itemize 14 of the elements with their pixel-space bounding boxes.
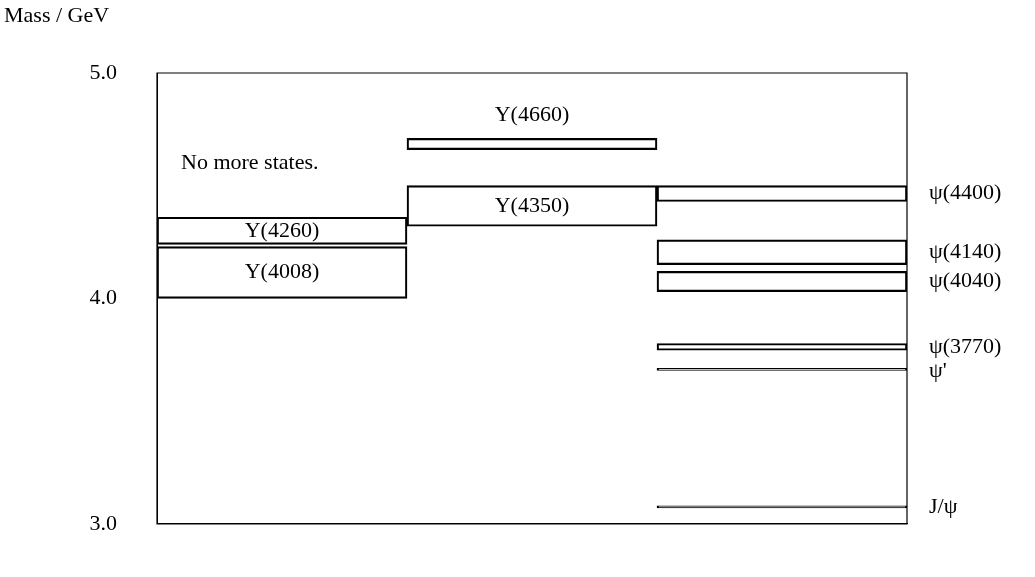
series-label: Y(4350)	[494, 191, 570, 217]
annotation: No more states.	[181, 148, 319, 174]
series-label: Y(4008)	[244, 258, 320, 284]
series-label: ψ(4140)	[929, 237, 1002, 263]
y-tick-label: 3.0	[89, 509, 117, 535]
series-label: Y(4660)	[494, 101, 570, 127]
y-tick-label: 4.0	[89, 284, 117, 310]
series-label: Y(4260)	[244, 216, 320, 242]
series-label: ψ(3770)	[929, 332, 1002, 358]
series-label: J/ψ	[929, 492, 958, 518]
y-axis-title: Mass / GeV	[4, 1, 110, 27]
series-label: ψ(4400)	[929, 179, 1002, 205]
y-tick-label: 5.0	[89, 58, 117, 84]
series-label: ψ(4040)	[929, 267, 1002, 293]
